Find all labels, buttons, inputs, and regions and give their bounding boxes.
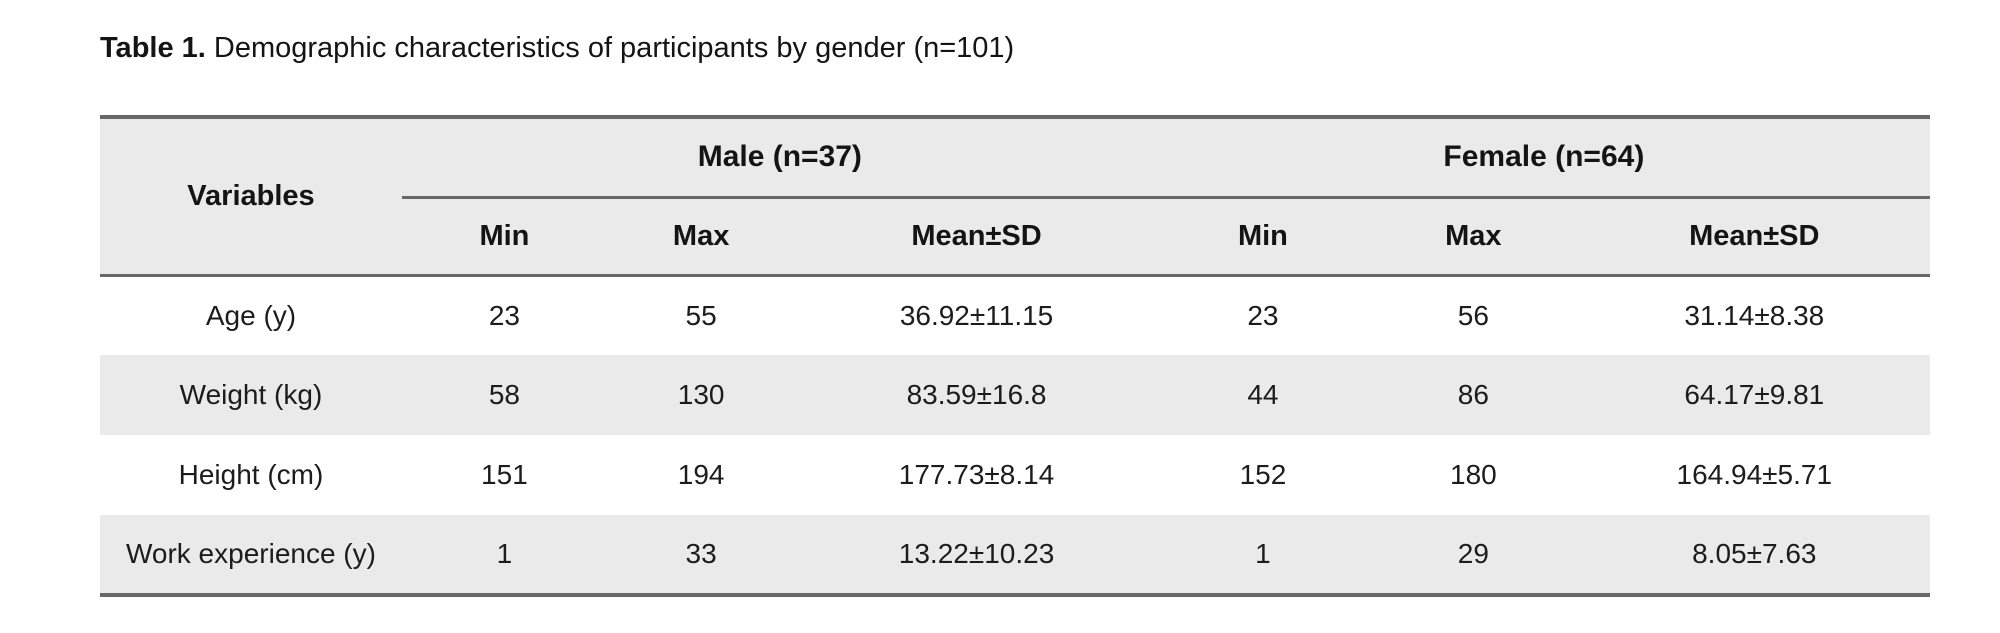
cell-female-min: 1 [1157, 515, 1369, 595]
cell-male-max: 130 [606, 355, 796, 435]
cell-female-max: 86 [1368, 355, 1579, 435]
header-male-max: Max [606, 197, 796, 277]
cell-female-max: 56 [1368, 275, 1579, 355]
table-row-age: Age (y) 23 55 36.92±11.15 23 56 31.14±8.… [100, 275, 1930, 355]
table-row-work-experience: Work experience (y) 1 33 13.22±10.23 1 2… [100, 515, 1930, 595]
header-female-min: Min [1157, 197, 1369, 277]
cell-female-mean-sd: 64.17±9.81 [1578, 355, 1930, 435]
cell-male-max: 33 [606, 515, 796, 595]
cell-variable: Age (y) [100, 275, 402, 355]
cell-female-mean-sd: 8.05±7.63 [1578, 515, 1930, 595]
cell-male-min: 1 [401, 515, 607, 595]
header-group-female: Female (n=64) [1157, 117, 1930, 199]
header-male-mean-sd: Mean±SD [795, 197, 1158, 277]
cell-female-mean-sd: 31.14±8.38 [1578, 275, 1930, 355]
cell-female-max: 180 [1368, 435, 1579, 515]
cell-female-max: 29 [1368, 515, 1579, 595]
cell-female-mean-sd: 164.94±5.71 [1578, 435, 1930, 515]
table-row-weight: Weight (kg) 58 130 83.59±16.8 44 86 64.1… [100, 355, 1930, 435]
header-group-male: Male (n=37) [401, 117, 1158, 199]
table-row-height: Height (cm) 151 194 177.73±8.14 152 180 … [100, 435, 1930, 515]
cell-variable: Work experience (y) [100, 515, 402, 595]
cell-male-mean-sd: 83.59±16.8 [795, 355, 1158, 435]
cell-male-min: 23 [401, 275, 607, 355]
header-group-row: Variables Male (n=37) Female (n=64) [100, 117, 1930, 277]
header-male-min: Min [401, 197, 607, 277]
cell-male-min: 151 [401, 435, 607, 515]
table-caption-label: Table 1. [100, 32, 206, 64]
cell-male-mean-sd: 177.73±8.14 [795, 435, 1158, 515]
cell-male-mean-sd: 13.22±10.23 [795, 515, 1158, 595]
header-female-mean-sd: Mean±SD [1578, 197, 1930, 277]
cell-male-min: 58 [401, 355, 607, 435]
cell-female-min: 44 [1157, 355, 1369, 435]
demographics-table: Variables Male (n=37) Female (n=64) Min … [100, 115, 1930, 597]
cell-female-min: 152 [1157, 435, 1369, 515]
header-sub-row: Min Max Mean±SD Min Max Mean±SD [100, 197, 1930, 277]
cell-male-max: 194 [606, 435, 796, 515]
table-caption-text: Demographic characteristics of participa… [205, 32, 1015, 64]
cell-variable: Weight (kg) [100, 355, 402, 435]
cell-male-max: 55 [606, 275, 796, 355]
table-caption: Table 1. Demographic characteristics of … [100, 30, 1014, 66]
cell-female-min: 23 [1157, 275, 1369, 355]
cell-variable: Height (cm) [100, 435, 402, 515]
cell-male-mean-sd: 36.92±11.15 [795, 275, 1158, 355]
header-variables: Variables [100, 117, 402, 277]
header-female-max: Max [1368, 197, 1579, 277]
